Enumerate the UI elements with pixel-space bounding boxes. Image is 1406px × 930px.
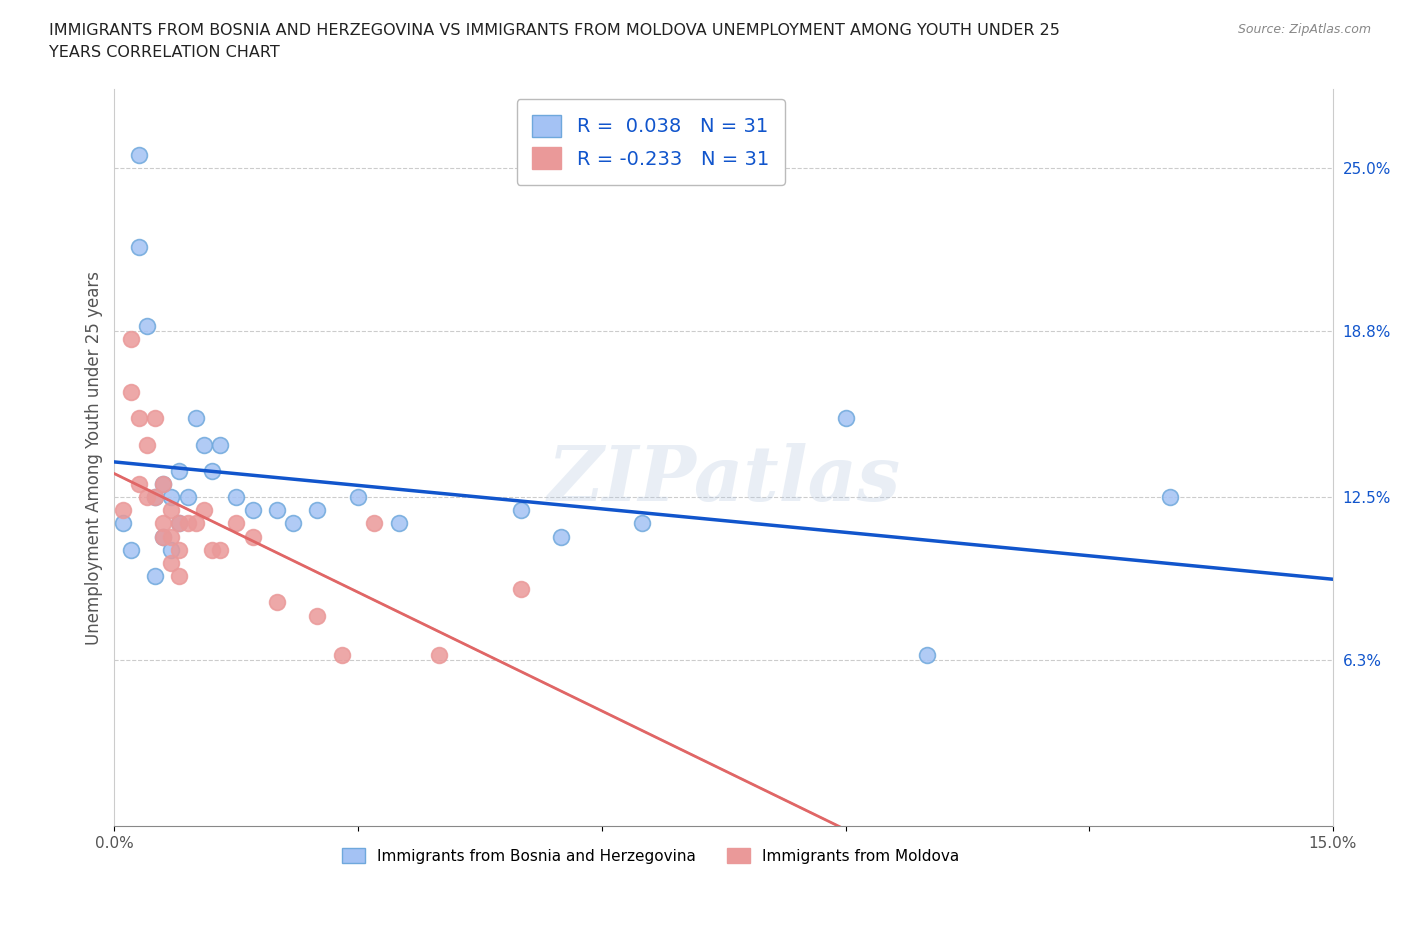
Point [242,503,264,518]
Point [225,490,247,505]
Point [128,411,150,426]
Point [193,503,215,518]
Point [120,332,142,347]
Point [915,647,938,662]
Point [201,463,224,478]
Point [208,542,231,557]
Point [152,516,174,531]
Text: IMMIGRANTS FROM BOSNIA AND HERZEGOVINA VS IMMIGRANTS FROM MOLDOVA UNEMPLOYMENT A: IMMIGRANTS FROM BOSNIA AND HERZEGOVINA V… [49,23,1060,60]
Point [266,595,288,610]
Point [427,647,450,662]
Text: Source: ZipAtlas.com: Source: ZipAtlas.com [1237,23,1371,36]
Point [834,411,856,426]
Point [169,542,191,557]
Point [152,476,174,491]
Point [281,516,304,531]
Point [160,555,183,570]
Point [225,516,247,531]
Point [307,608,329,623]
Point [169,463,191,478]
Point [135,490,157,505]
Point [509,503,531,518]
Point [169,516,191,531]
Point [307,503,329,518]
Point [176,516,198,531]
Point [184,411,207,426]
Point [363,516,385,531]
Legend: Immigrants from Bosnia and Herzegovina, Immigrants from Moldova: Immigrants from Bosnia and Herzegovina, … [336,842,965,870]
Point [242,529,264,544]
Text: ZIPatlas: ZIPatlas [547,443,900,517]
Point [128,240,150,255]
Y-axis label: Unemployment Among Youth under 25 years: Unemployment Among Youth under 25 years [86,271,103,644]
Point [347,490,370,505]
Point [509,582,531,597]
Point [176,490,198,505]
Point [201,542,224,557]
Point [128,148,150,163]
Point [330,647,353,662]
Point [160,542,183,557]
Point [143,490,166,505]
Point [550,529,572,544]
Point [208,437,231,452]
Point [184,516,207,531]
Point [120,542,142,557]
Point [160,490,183,505]
Point [135,437,157,452]
Point [160,503,183,518]
Point [160,529,183,544]
Point [169,516,191,531]
Point [128,476,150,491]
Point [111,503,134,518]
Point [143,411,166,426]
Point [169,568,191,583]
Point [193,437,215,452]
Point [143,490,166,505]
Point [120,384,142,399]
Point [152,529,174,544]
Point [1159,490,1181,505]
Point [111,516,134,531]
Point [388,516,411,531]
Point [135,319,157,334]
Point [266,503,288,518]
Point [143,568,166,583]
Point [631,516,654,531]
Point [152,476,174,491]
Point [152,529,174,544]
